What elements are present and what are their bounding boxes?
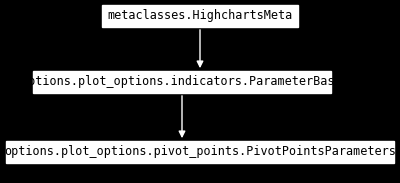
- Text: metaclasses.HighchartsMeta: metaclasses.HighchartsMeta: [107, 10, 293, 23]
- Text: options.plot_options.pivot_points.PivotPointsParameters: options.plot_options.pivot_points.PivotP…: [4, 145, 396, 158]
- FancyBboxPatch shape: [6, 141, 394, 163]
- Text: options.plot_options.indicators.ParameterBase: options.plot_options.indicators.Paramete…: [22, 76, 342, 89]
- FancyBboxPatch shape: [33, 71, 331, 93]
- FancyBboxPatch shape: [102, 5, 298, 27]
